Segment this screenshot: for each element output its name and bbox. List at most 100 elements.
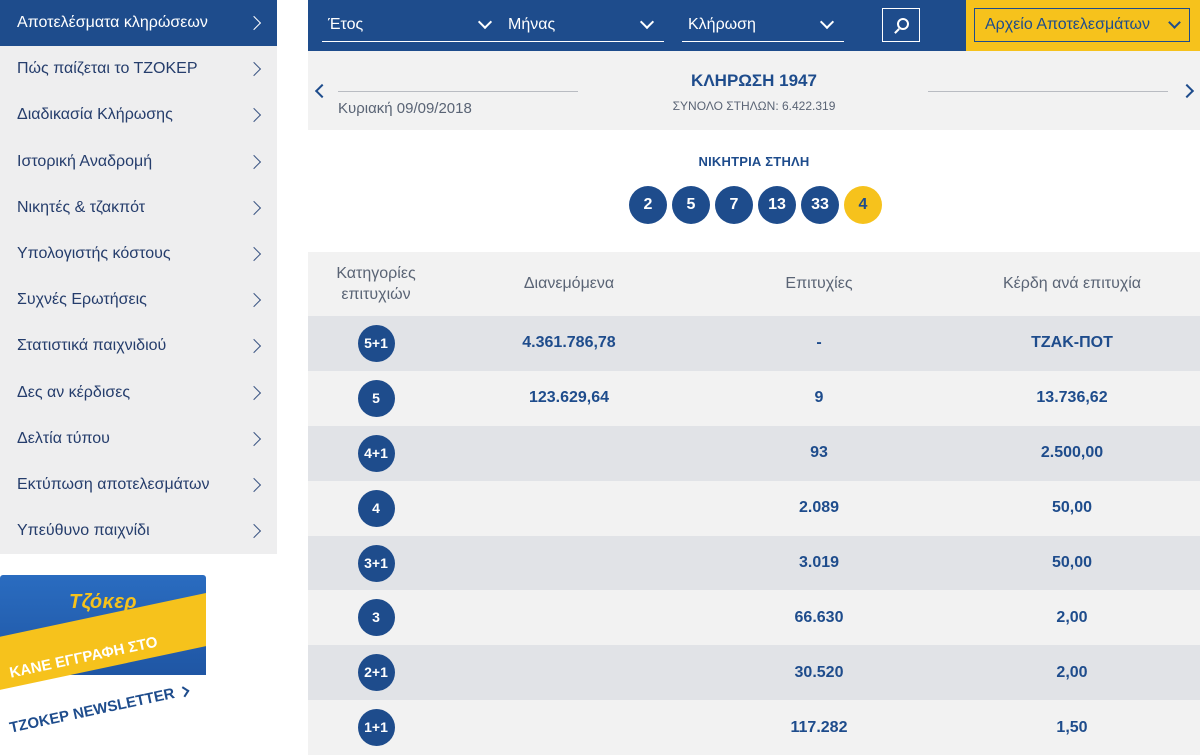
category-badge: 5 [357,379,395,417]
newsletter-banner[interactable]: Τζόκερ ΚΑΝΕ ΕΓΓΡΑΦΗ ΣΤΟ ΤΖΟΚΕΡ NEWSLETTE… [0,575,206,755]
prize-cell: 1,50 [1056,718,1088,736]
month-select[interactable]: Μήνας [502,8,664,42]
header-category: Κατηγορίες επιτυχιών [308,263,444,305]
draw-title: ΚΛΗΡΩΣΗ 1947 [691,71,817,90]
sidebar-item-responsible-gaming[interactable]: Υπεύθυνο παιχνίδι [0,508,277,554]
chevron-right-icon [246,62,262,77]
prize-cell: 2.500,00 [1040,444,1104,462]
sidebar-item-label: Συχνές Ερωτήσεις [17,291,147,309]
category-badge: 4 [357,489,395,527]
sidebar-item-press-releases[interactable]: Δελτία τύπου [0,416,277,462]
banner-newsletter-link[interactable]: ΤΖΟΚΕΡ NEWSLETTER [8,682,190,737]
banner-newsletter-text: ΤΖΟΚΕΡ NEWSLETTER [8,684,177,737]
number-ball: 7 [715,186,753,224]
sidebar-item-history[interactable]: Ιστορική Αναδρομή [0,139,277,185]
chevron-down-icon [819,14,835,29]
year-select[interactable]: Έτος [322,8,502,42]
table-row: 4 2.089 50,00 [308,480,1200,536]
sidebar-item-results[interactable]: Αποτελέσματα κληρώσεων [0,0,277,47]
distributed-cell: 123.629,64 [528,389,610,407]
sidebar-item-check-win[interactable]: Δες αν κέρδισες [0,370,277,416]
table-row: 1+1 117.282 1,50 [308,700,1200,755]
prize-cell: ΤΖΑΚ-ΠΟΤ [1031,334,1113,352]
winning-column-label: ΝΙΚΗΤΡΙΑ ΣΤΗΛΗ [698,154,810,169]
table-row: 5+1 4.361.786,78 - ΤΖΑΚ-ΠΟΤ [308,316,1200,371]
chevron-right-icon [246,108,262,123]
category-badge: 3 [357,599,395,637]
sidebar-item-label: Εκτύπωση αποτελεσμάτων [17,475,210,493]
header-category-line2: επιτυχιών [341,286,411,303]
sidebar-item-how-to-play[interactable]: Πώς παίζεται το ΤΖΟΚΕΡ [0,46,277,92]
sidebar-item-label: Ιστορική Αναδρομή [17,152,153,170]
table-row: 3 66.630 2,00 [308,590,1200,646]
number-ball: 33 [801,186,839,224]
sidebar-item-label: Αποτελέσματα κληρώσεων [17,14,208,32]
sidebar: Αποτελέσματα κληρώσεων Πώς παίζεται το Τ… [0,0,277,554]
winners-cell: 9 [814,389,824,407]
chevron-right-icon [246,200,262,215]
winning-numbers: 2 5 7 13 33 4 [629,186,882,224]
sidebar-item-faq[interactable]: Συχνές Ερωτήσεις [0,277,277,323]
sidebar-item-winners-jackpot[interactable]: Νικητές & τζακπότ [0,185,277,231]
sidebar-item-label: Πώς παίζεται το ΤΖΟΚΕΡ [17,60,198,78]
draw-total-columns: ΣΥΝΟΛΟ ΣΤΗΛΩΝ: 6.422.319 [672,99,836,113]
number-ball: 13 [758,186,796,224]
chevron-right-icon [246,431,262,446]
sidebar-item-label: Υπεύθυνο παιχνίδι [17,522,150,540]
sidebar-item-label: Δελτία τύπου [17,429,110,447]
sidebar-item-statistics[interactable]: Στατιστικά παιχνιδιού [0,323,277,369]
table-row: 4+1 93 2.500,00 [308,425,1200,481]
chevron-down-icon [1168,16,1181,29]
search-button[interactable] [882,8,920,42]
results-table: Κατηγορίες επιτυχιών Διανεμόμενα Επιτυχίε… [308,252,1200,755]
sidebar-item-print-results[interactable]: Εκτύπωση αποτελεσμάτων [0,462,277,508]
distributed-cell: 4.361.786,78 [522,334,616,352]
winners-cell: 2.089 [798,499,840,517]
table-row: 5 123.629,64 9 13.736,62 [308,370,1200,426]
category-badge: 2+1 [357,654,395,692]
chevron-right-icon [246,154,262,169]
winners-cell: 3.019 [798,554,840,571]
chevron-right-icon [246,246,262,262]
sidebar-item-cost-calculator[interactable]: Υπολογιστής κόστους [0,231,277,277]
sidebar-item-label: Υπολογιστής κόστους [17,245,171,263]
table-row: 2+1 30.520 2,00 [308,645,1200,701]
draw-select-label: Κλήρωση [688,15,756,33]
winners-cell: 30.520 [794,663,844,681]
year-select-label: Έτος [328,15,364,33]
month-select-label: Μήνας [508,15,556,33]
archive-panel: Αρχείο Αποτελεσμάτων [966,0,1200,51]
prize-cell: 2,00 [1056,608,1088,626]
divider-line [338,91,578,92]
chevron-right-icon [246,385,262,400]
table-header: Κατηγορίες επιτυχιών Διανεμόμενα Επιτυχίε… [308,252,1200,316]
chevron-right-icon [178,686,190,698]
prize-cell: 50,00 [1051,499,1093,517]
filter-bar: Έτος Μήνας Κλήρωση Αρχείο Αποτελεσμάτων [308,0,1200,51]
chevron-right-icon [246,293,262,308]
category-badge: 1+1 [357,709,395,747]
draw-date: Κυριακή 09/09/2018 [338,100,472,117]
draw-select[interactable]: Κλήρωση [682,8,844,42]
joker-ball: 4 [844,186,882,224]
chevron-right-icon [246,339,262,354]
chevron-right-icon [246,16,262,31]
category-badge: 4+1 [357,434,395,472]
draw-header: ΚΛΗΡΩΣΗ 1947 Κυριακή 09/09/2018 ΣΥΝΟΛΟ Σ… [308,51,1200,130]
chevron-right-icon [246,524,262,539]
chevron-down-icon [639,14,655,29]
sidebar-item-label: Δες αν κέρδισες [17,383,131,401]
winners-cell: 93 [810,444,828,462]
search-icon [896,17,909,30]
divider-line [928,91,1168,92]
chevron-down-icon [477,14,493,29]
tzoker-logo: Τζόκερ [68,591,138,613]
sidebar-item-label: Διαδικασία Κλήρωσης [17,106,173,124]
header-category-line1: Κατηγορίες [336,265,416,282]
sidebar-item-draw-procedure[interactable]: Διαδικασία Κλήρωσης [0,92,277,138]
number-ball: 2 [629,186,667,224]
prize-cell: 50,00 [1051,554,1093,571]
prize-cell: 13.736,62 [1036,389,1108,407]
archive-dropdown[interactable]: Αρχείο Αποτελεσμάτων [974,8,1190,42]
winners-cell: - [816,334,822,352]
